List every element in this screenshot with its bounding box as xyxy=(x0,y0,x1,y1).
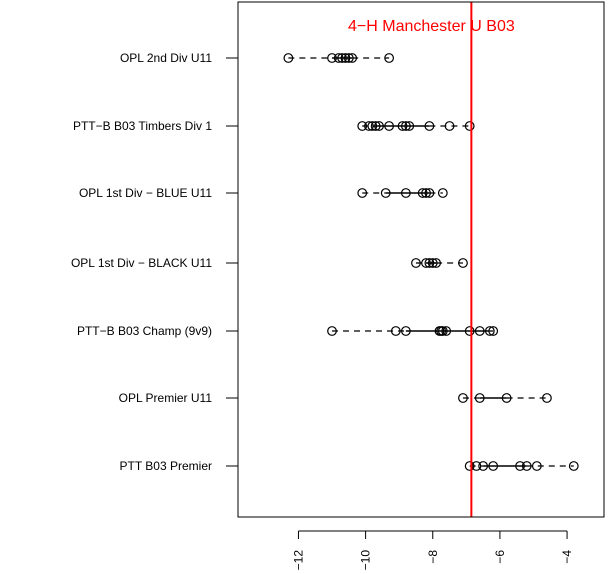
data-point xyxy=(568,461,579,471)
data-point xyxy=(424,121,435,131)
data-point xyxy=(343,53,354,63)
data-point xyxy=(333,53,344,63)
category-label: PTT B03 Premier xyxy=(120,459,212,473)
category-label: OPL Premier U11 xyxy=(119,391,213,405)
data-point xyxy=(464,461,475,471)
plot-marks xyxy=(283,53,579,471)
data-point xyxy=(357,188,368,198)
data-point xyxy=(400,188,411,198)
data-point xyxy=(421,258,431,268)
category-label: OPL 2nd Div U11 xyxy=(120,51,212,65)
data-point xyxy=(484,326,495,336)
data-point xyxy=(327,326,337,336)
data-point xyxy=(431,258,442,268)
data-point xyxy=(390,326,401,336)
data-point xyxy=(478,461,489,471)
data-point xyxy=(531,461,542,471)
x-axis: −12 −10 −8 −6 −4 xyxy=(291,530,574,571)
category-label: PTT−B B03 Timbers Div 1 xyxy=(73,119,212,133)
data-point xyxy=(347,53,358,63)
data-point xyxy=(501,393,512,403)
data-point xyxy=(417,188,428,198)
plot-frame xyxy=(237,1,605,518)
data-point xyxy=(367,121,378,131)
data-point xyxy=(488,461,499,471)
data-point xyxy=(474,326,485,336)
data-point xyxy=(400,121,411,131)
data-point xyxy=(424,258,435,268)
x-tick-label: −12 xyxy=(291,550,305,571)
data-point xyxy=(437,326,448,336)
data-point xyxy=(464,121,475,131)
x-tick-label: −10 xyxy=(359,550,373,571)
data-point xyxy=(340,53,351,63)
data-point xyxy=(364,121,374,131)
data-point xyxy=(327,53,337,63)
data-point xyxy=(397,121,408,131)
data-point xyxy=(380,188,391,198)
data-point xyxy=(283,53,294,63)
category-label: OPL 1st Div − BLUE U11 xyxy=(79,186,212,200)
data-point xyxy=(384,121,395,131)
data-point xyxy=(374,121,384,131)
data-point xyxy=(515,461,525,471)
x-tick-label: −4 xyxy=(560,550,574,564)
data-point xyxy=(474,393,485,403)
data-point xyxy=(427,258,438,268)
data-point xyxy=(424,188,435,198)
category-label: PTT−B B03 Champ (9v9) xyxy=(77,324,212,338)
data-point xyxy=(404,121,415,131)
category-labels: OPL 2nd Div U11 PTT−B B03 Timbers Div 1 OP… xyxy=(71,51,212,473)
reference-label: 4−H Manchester U B03 xyxy=(348,18,515,35)
data-point xyxy=(357,121,368,131)
data-point xyxy=(464,326,475,336)
data-point xyxy=(411,258,421,268)
category-label: OPL 1st Div − BLACK U11 xyxy=(71,256,212,270)
data-point xyxy=(441,326,452,336)
x-tick-label: −6 xyxy=(493,550,507,564)
data-point xyxy=(444,121,455,131)
data-point xyxy=(400,326,411,336)
reference-line-group: 4−H Manchester U B03 xyxy=(348,2,515,517)
data-point xyxy=(488,326,499,336)
x-tick-label: −8 xyxy=(426,550,440,564)
data-point xyxy=(521,461,532,471)
data-point xyxy=(421,188,431,198)
data-point xyxy=(370,121,381,131)
data-point xyxy=(458,393,468,403)
y-axis-ticks xyxy=(226,57,238,467)
data-point xyxy=(458,258,468,268)
data-point xyxy=(437,188,448,198)
data-point xyxy=(384,53,395,63)
data-point xyxy=(337,53,347,63)
data-point xyxy=(542,393,552,403)
